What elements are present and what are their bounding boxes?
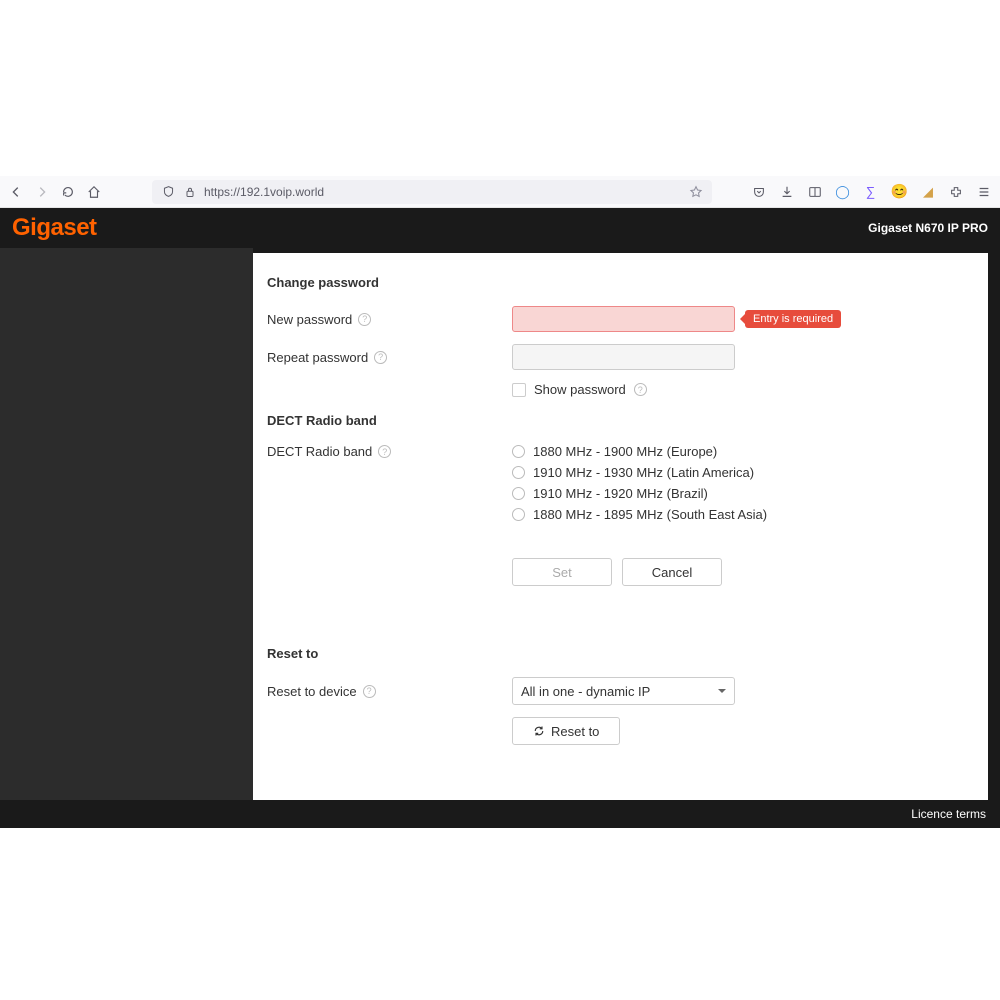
reset-selected: All in one - dynamic IP <box>521 684 650 699</box>
reset-select[interactable]: All in one - dynamic IP <box>512 677 735 705</box>
lock-icon <box>182 184 198 200</box>
extension-icon-1[interactable]: ◯ <box>835 184 851 200</box>
bookmark-star-icon[interactable] <box>688 184 704 200</box>
extensions-icon[interactable] <box>948 184 964 200</box>
repeat-password-input[interactable] <box>512 344 735 370</box>
forward-icon[interactable] <box>34 184 50 200</box>
dect-option-3: 1880 MHz - 1895 MHz (South East Asia) <box>533 507 767 522</box>
app-header: Gigaset Gigaset N670 IP PRO <box>0 208 1000 248</box>
show-password-label: Show password <box>534 382 626 397</box>
footer: Licence terms <box>0 800 1000 828</box>
home-icon[interactable] <box>86 184 102 200</box>
content: Change password New password ? Entry is … <box>253 253 988 805</box>
library-icon[interactable] <box>807 184 823 200</box>
dect-radio-1[interactable] <box>512 466 525 479</box>
section-title-reset: Reset to <box>267 646 968 661</box>
back-icon[interactable] <box>8 184 24 200</box>
reload-icon[interactable] <box>60 184 76 200</box>
device-name: Gigaset N670 IP PRO <box>868 221 988 235</box>
refresh-icon <box>533 725 545 737</box>
menu-icon[interactable] <box>976 184 992 200</box>
show-password-checkbox[interactable] <box>512 383 526 397</box>
help-icon[interactable]: ? <box>358 313 371 326</box>
reset-button[interactable]: Reset to <box>512 717 620 745</box>
section-title-password: Change password <box>267 275 968 290</box>
new-password-input[interactable] <box>512 306 735 332</box>
dect-option-0: 1880 MHz - 1900 MHz (Europe) <box>533 444 717 459</box>
caret-down-icon <box>718 689 726 697</box>
sidebar <box>0 248 253 805</box>
help-icon[interactable]: ? <box>634 383 647 396</box>
repeat-password-label: Repeat password <box>267 350 368 365</box>
browser-right-icons: ◯ ∑ 😊 ◢ <box>751 183 992 200</box>
download-icon[interactable] <box>779 184 795 200</box>
set-button[interactable]: Set <box>512 558 612 586</box>
logo: Gigaset <box>12 214 97 242</box>
pocket-icon[interactable] <box>751 184 767 200</box>
dect-radio-0[interactable] <box>512 445 525 458</box>
help-icon[interactable]: ? <box>378 445 391 458</box>
dect-radio-3[interactable] <box>512 508 525 521</box>
reset-field-label: Reset to device <box>267 684 357 699</box>
cancel-button[interactable]: Cancel <box>622 558 722 586</box>
extension-icon-3[interactable]: 😊 <box>891 183 908 200</box>
help-icon[interactable]: ? <box>363 685 376 698</box>
extension-icon-2[interactable]: ∑ <box>863 184 879 200</box>
new-password-label: New password <box>267 312 352 327</box>
url-text: https://192.1voip.world <box>204 185 324 199</box>
dect-option-2: 1910 MHz - 1920 MHz (Brazil) <box>533 486 708 501</box>
dect-radio-2[interactable] <box>512 487 525 500</box>
dect-option-1: 1910 MHz - 1930 MHz (Latin America) <box>533 465 754 480</box>
app-body: Change password New password ? Entry is … <box>0 248 1000 805</box>
dect-field-label: DECT Radio band <box>267 444 372 459</box>
licence-link[interactable]: Licence terms <box>911 807 986 821</box>
reset-button-label: Reset to <box>551 724 599 739</box>
shield-icon <box>160 184 176 200</box>
section-title-dect: DECT Radio band <box>267 413 968 428</box>
extension-icon-4[interactable]: ◢ <box>920 184 936 200</box>
error-badge: Entry is required <box>745 310 841 328</box>
browser-toolbar: https://192.1voip.world ◯ ∑ 😊 ◢ <box>0 176 1000 208</box>
url-bar[interactable]: https://192.1voip.world <box>152 180 712 204</box>
help-icon[interactable]: ? <box>374 351 387 364</box>
